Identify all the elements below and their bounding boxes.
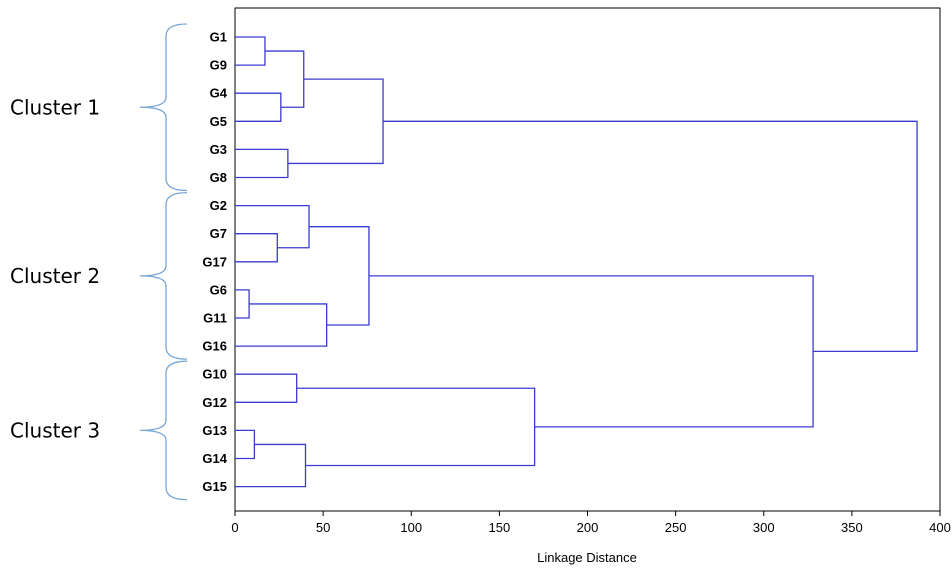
merge-link-m11: [235, 373, 298, 403]
merge-link-m7: [235, 204, 310, 249]
x-axis-ticks: 0 50 100 150 200 250 300 350 400: [231, 511, 951, 535]
merge-link-m13: [235, 443, 307, 488]
leaf-label-g17: G17: [202, 254, 227, 269]
leaf-label-g5: G5: [210, 114, 227, 129]
leaf-label-g8: G8: [210, 170, 227, 185]
merge-link-m10: [309, 226, 370, 326]
cluster-brace-3: [139, 360, 188, 501]
leaf-label-g6: G6: [210, 282, 227, 297]
leaf-label-g14: G14: [202, 451, 227, 466]
dendrogram-links: [235, 36, 918, 488]
x-tick-label: 300: [753, 520, 775, 535]
leaf-label-g1: G1: [210, 30, 227, 45]
x-tick-label: 250: [665, 520, 687, 535]
x-tick-label: 200: [577, 520, 599, 535]
leaf-label-g12: G12: [202, 395, 227, 410]
leaf-label-g3: G3: [210, 142, 227, 157]
x-tick-label: 50: [316, 520, 330, 535]
cluster-label-2: Cluster 2: [10, 264, 100, 288]
merge-link-m14: [296, 387, 536, 467]
merge-link-m16: [383, 120, 918, 353]
cluster-label-3: Cluster 3: [10, 418, 100, 442]
x-tick-label: 100: [400, 520, 422, 535]
merge-link-m15: [368, 275, 814, 428]
leaf-labels: G1 G9 G4 G5 G3 G8 G2 G7 G17 G6 G11 G16 G10 G12 G13 G14 G…: [202, 30, 227, 495]
x-axis-title: Linkage Distance: [537, 550, 637, 565]
leaf-label-g2: G2: [210, 198, 227, 213]
leaf-label-g10: G10: [202, 367, 227, 382]
leaf-label-g11: G11: [203, 311, 227, 326]
cluster-brace-2: [139, 191, 188, 360]
plot-frame: [234, 7, 941, 512]
x-tick-label: 0: [231, 520, 238, 535]
cluster-label-1: Cluster 1: [10, 95, 100, 119]
leaf-label-g9: G9: [210, 58, 227, 73]
merge-link-m4: [235, 148, 289, 179]
merge-link-m1: [235, 36, 266, 66]
merge-link-m3: [264, 50, 305, 108]
leaf-label-g15: G15: [202, 479, 227, 494]
leaf-label-g16: G16: [202, 339, 227, 354]
merge-link-m5: [287, 78, 384, 165]
merge-link-m2: [235, 92, 282, 122]
x-tick-label: 150: [489, 520, 511, 535]
cluster-braces: Cluster 1 Cluster 2 Cluster 3: [10, 23, 188, 501]
leaf-label-g7: G7: [210, 226, 227, 241]
merge-link-m8: [235, 289, 250, 319]
leaf-label-g4: G4: [210, 86, 228, 101]
cluster-brace-1: [139, 23, 188, 192]
leaf-label-g13: G13: [202, 423, 227, 438]
merge-link-m12: [235, 429, 256, 460]
x-tick-label: 400: [929, 520, 951, 535]
merge-link-m6: [235, 233, 278, 263]
x-tick-label: 350: [841, 520, 863, 535]
